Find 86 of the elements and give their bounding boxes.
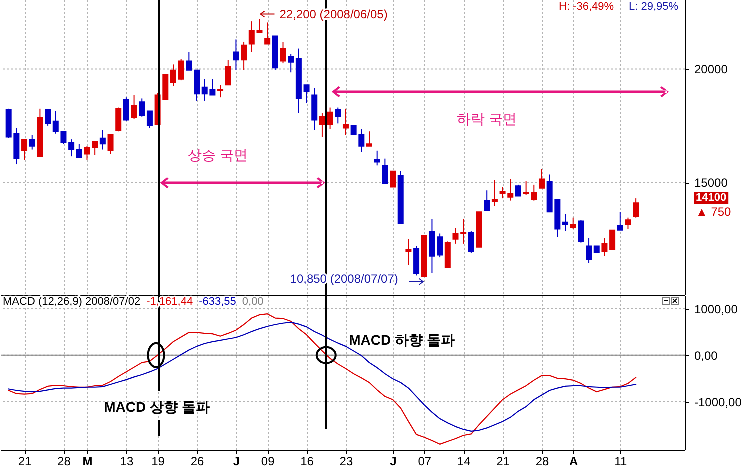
annotation: H: -36,49% [559,1,614,13]
annotation: 하락 국면 [457,111,517,127]
y-tick-label: 1000,00 [694,302,738,316]
x-tick-label: 21 [18,454,32,468]
candlestick [610,230,616,250]
candlestick [92,141,98,156]
candlestick [146,110,153,129]
x-tick-label: 07 [418,454,432,468]
x-tick-label: 21 [496,454,510,468]
candlestick [319,112,326,138]
x-tick-label: 19 [152,454,166,468]
candlestick [194,70,200,102]
candlestick [178,58,184,82]
candlestick [538,168,545,189]
candlestick [45,110,52,126]
candlestick [633,198,640,218]
candlestick [617,212,624,231]
candlestick [108,134,114,155]
candlestick [116,107,122,132]
line-series [8,314,637,445]
candlestick [570,217,576,230]
candlestick [335,107,342,124]
annotation: MACD 상향 돌파 [104,399,210,415]
candlestick [280,41,286,64]
candlestick [468,230,474,254]
candlestick [241,41,248,71]
candlestick [304,84,310,104]
candlestick [100,130,106,150]
candlestick [562,214,569,232]
x-tick-label: 13 [120,454,134,468]
candlestick [288,54,294,74]
candlestick [139,98,146,118]
y-tick-label: 0,00 [694,348,718,363]
annotation: 상승 국면 [188,147,248,163]
candlestick [29,134,36,150]
annotation: -633,55 [199,296,236,308]
candlestick [123,97,130,122]
y-tick-label: -1000,00 [694,395,742,410]
candlestick [327,107,334,130]
candlestick [366,131,372,147]
candlestick [406,238,412,266]
candlestick [515,184,522,197]
candlestick [578,220,584,244]
chart-title: MACD (12,26,9) 2008/07/02 [3,296,141,308]
x-tick-label: A [570,454,579,468]
x-tick-label: 14 [457,454,472,468]
y-tick-label: 15000 [694,176,728,190]
candlestick [374,150,380,166]
x-tick-label: 23 [340,454,354,468]
candlestick [602,238,608,257]
candlestick [342,108,349,136]
x-tick-label: J [233,454,240,468]
x-tick-label: M [82,454,93,468]
candlestick [225,60,232,86]
candlestick [460,218,467,244]
candlestick [390,170,396,188]
candlestick [382,158,388,184]
candlestick [233,39,240,71]
x-tick-label: 28 [58,454,72,468]
x-tick-label: 11 [614,454,628,468]
x-tick-label: 16 [300,454,314,468]
line-series [8,322,637,432]
x-tick-label: J [390,454,397,468]
candlestick [22,139,28,160]
candlestick [186,52,192,71]
candlestick [625,217,632,230]
candlestick [452,228,459,244]
annotation: MACD 하향 돌파 [349,332,455,348]
candlestick [586,238,592,264]
candlestick [170,64,176,87]
candlestick [76,144,82,158]
annotation: L: 29,95% [629,1,679,13]
candlestick [484,190,490,212]
x-tick-label: 28 [536,454,550,468]
candlestick [218,84,224,98]
candlestick [492,180,498,207]
annotation: 0,00 [242,296,264,308]
candlestick [437,233,444,258]
candlestick [131,94,138,120]
candlestick [264,22,271,45]
x-tick-label: 26 [190,454,205,468]
text: ▲ 750 [696,205,732,219]
candlestick [84,146,90,160]
x-tick-label: 09 [261,454,276,468]
candlestick [68,139,75,158]
y-tick-label: 20000 [694,62,728,77]
